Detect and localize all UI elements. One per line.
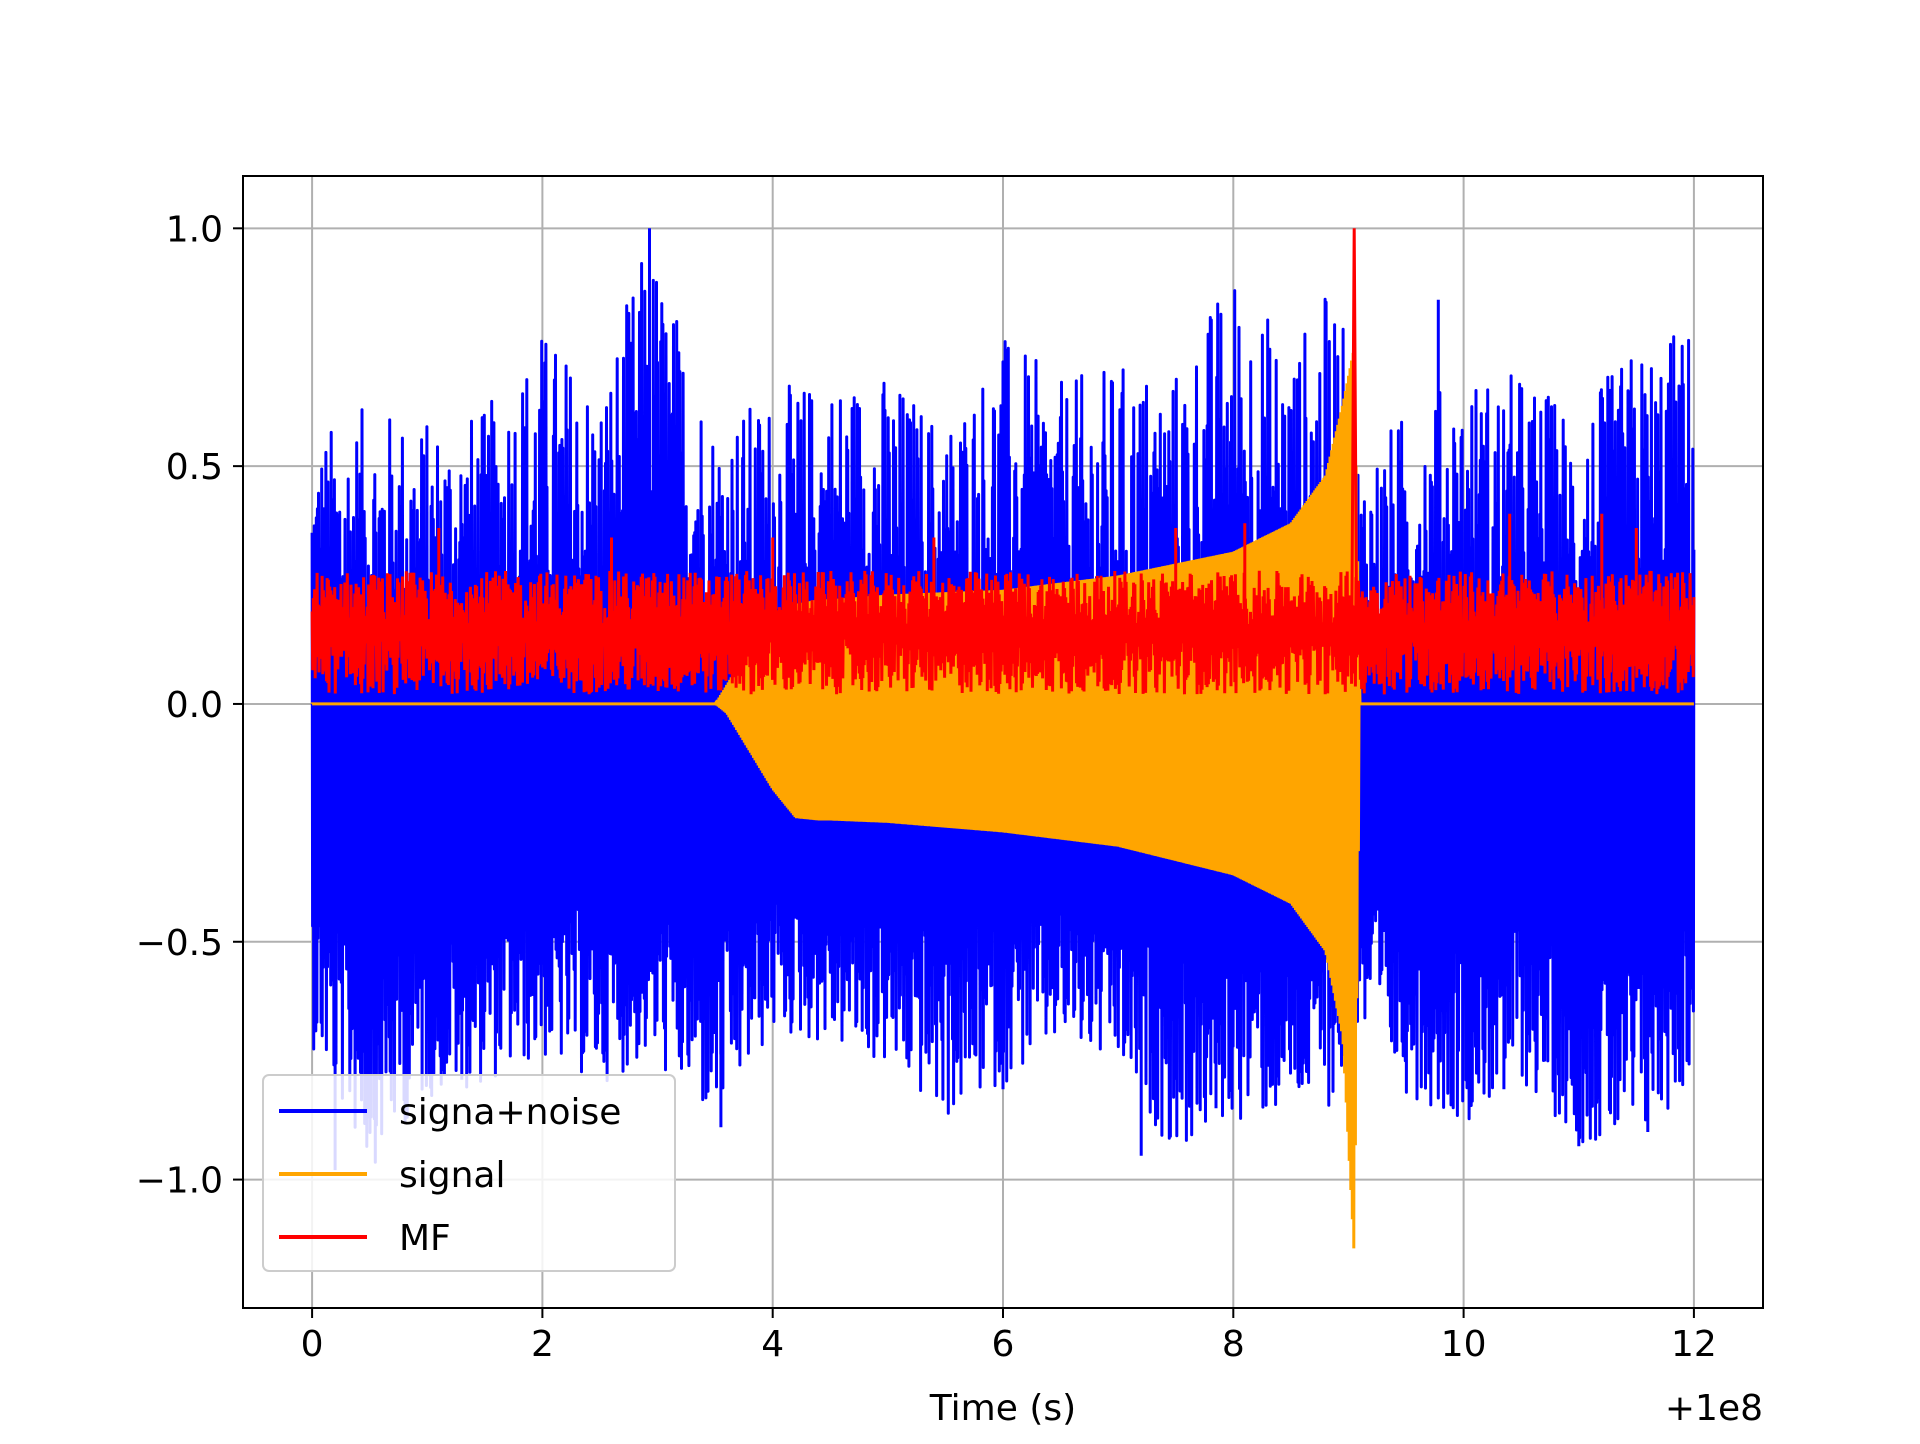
x-tick-label: 0: [301, 1324, 324, 1365]
x-tick-label: 12: [1671, 1324, 1717, 1365]
y-tick-label: 0.0: [166, 685, 223, 726]
legend-box: [262, 1074, 676, 1272]
x-tick-label: 2: [531, 1324, 554, 1365]
tick-layer: 0 2 4 6 8 10 12 1.0 0.5 0.0 −0.5 −1.0: [136, 209, 1717, 1365]
legend-label: MF: [399, 1218, 451, 1259]
x-offset-label: +1e8: [1665, 1388, 1763, 1429]
series-line-mf: [310, 228, 1696, 695]
x-tick-label: 8: [1222, 1324, 1245, 1365]
series-layer: [310, 228, 1696, 1249]
x-tick-label: 6: [992, 1324, 1015, 1365]
legend-label: signa+noise: [399, 1092, 621, 1133]
legend-label: signal: [399, 1155, 506, 1196]
series-line-signa-noise: [310, 228, 1696, 1171]
legend: signa+noise signal MF: [262, 1074, 676, 1272]
y-tick-label: −0.5: [136, 923, 223, 964]
series-line-signal: [310, 352, 1694, 1249]
y-tick-label: 0.5: [166, 447, 223, 488]
x-tick-label: 4: [761, 1324, 784, 1365]
y-tick-label: −1.0: [136, 1161, 223, 1202]
x-axis-label: Time (s): [929, 1388, 1076, 1429]
y-tick-label: 1.0: [166, 209, 223, 250]
x-tick-label: 10: [1441, 1324, 1487, 1365]
